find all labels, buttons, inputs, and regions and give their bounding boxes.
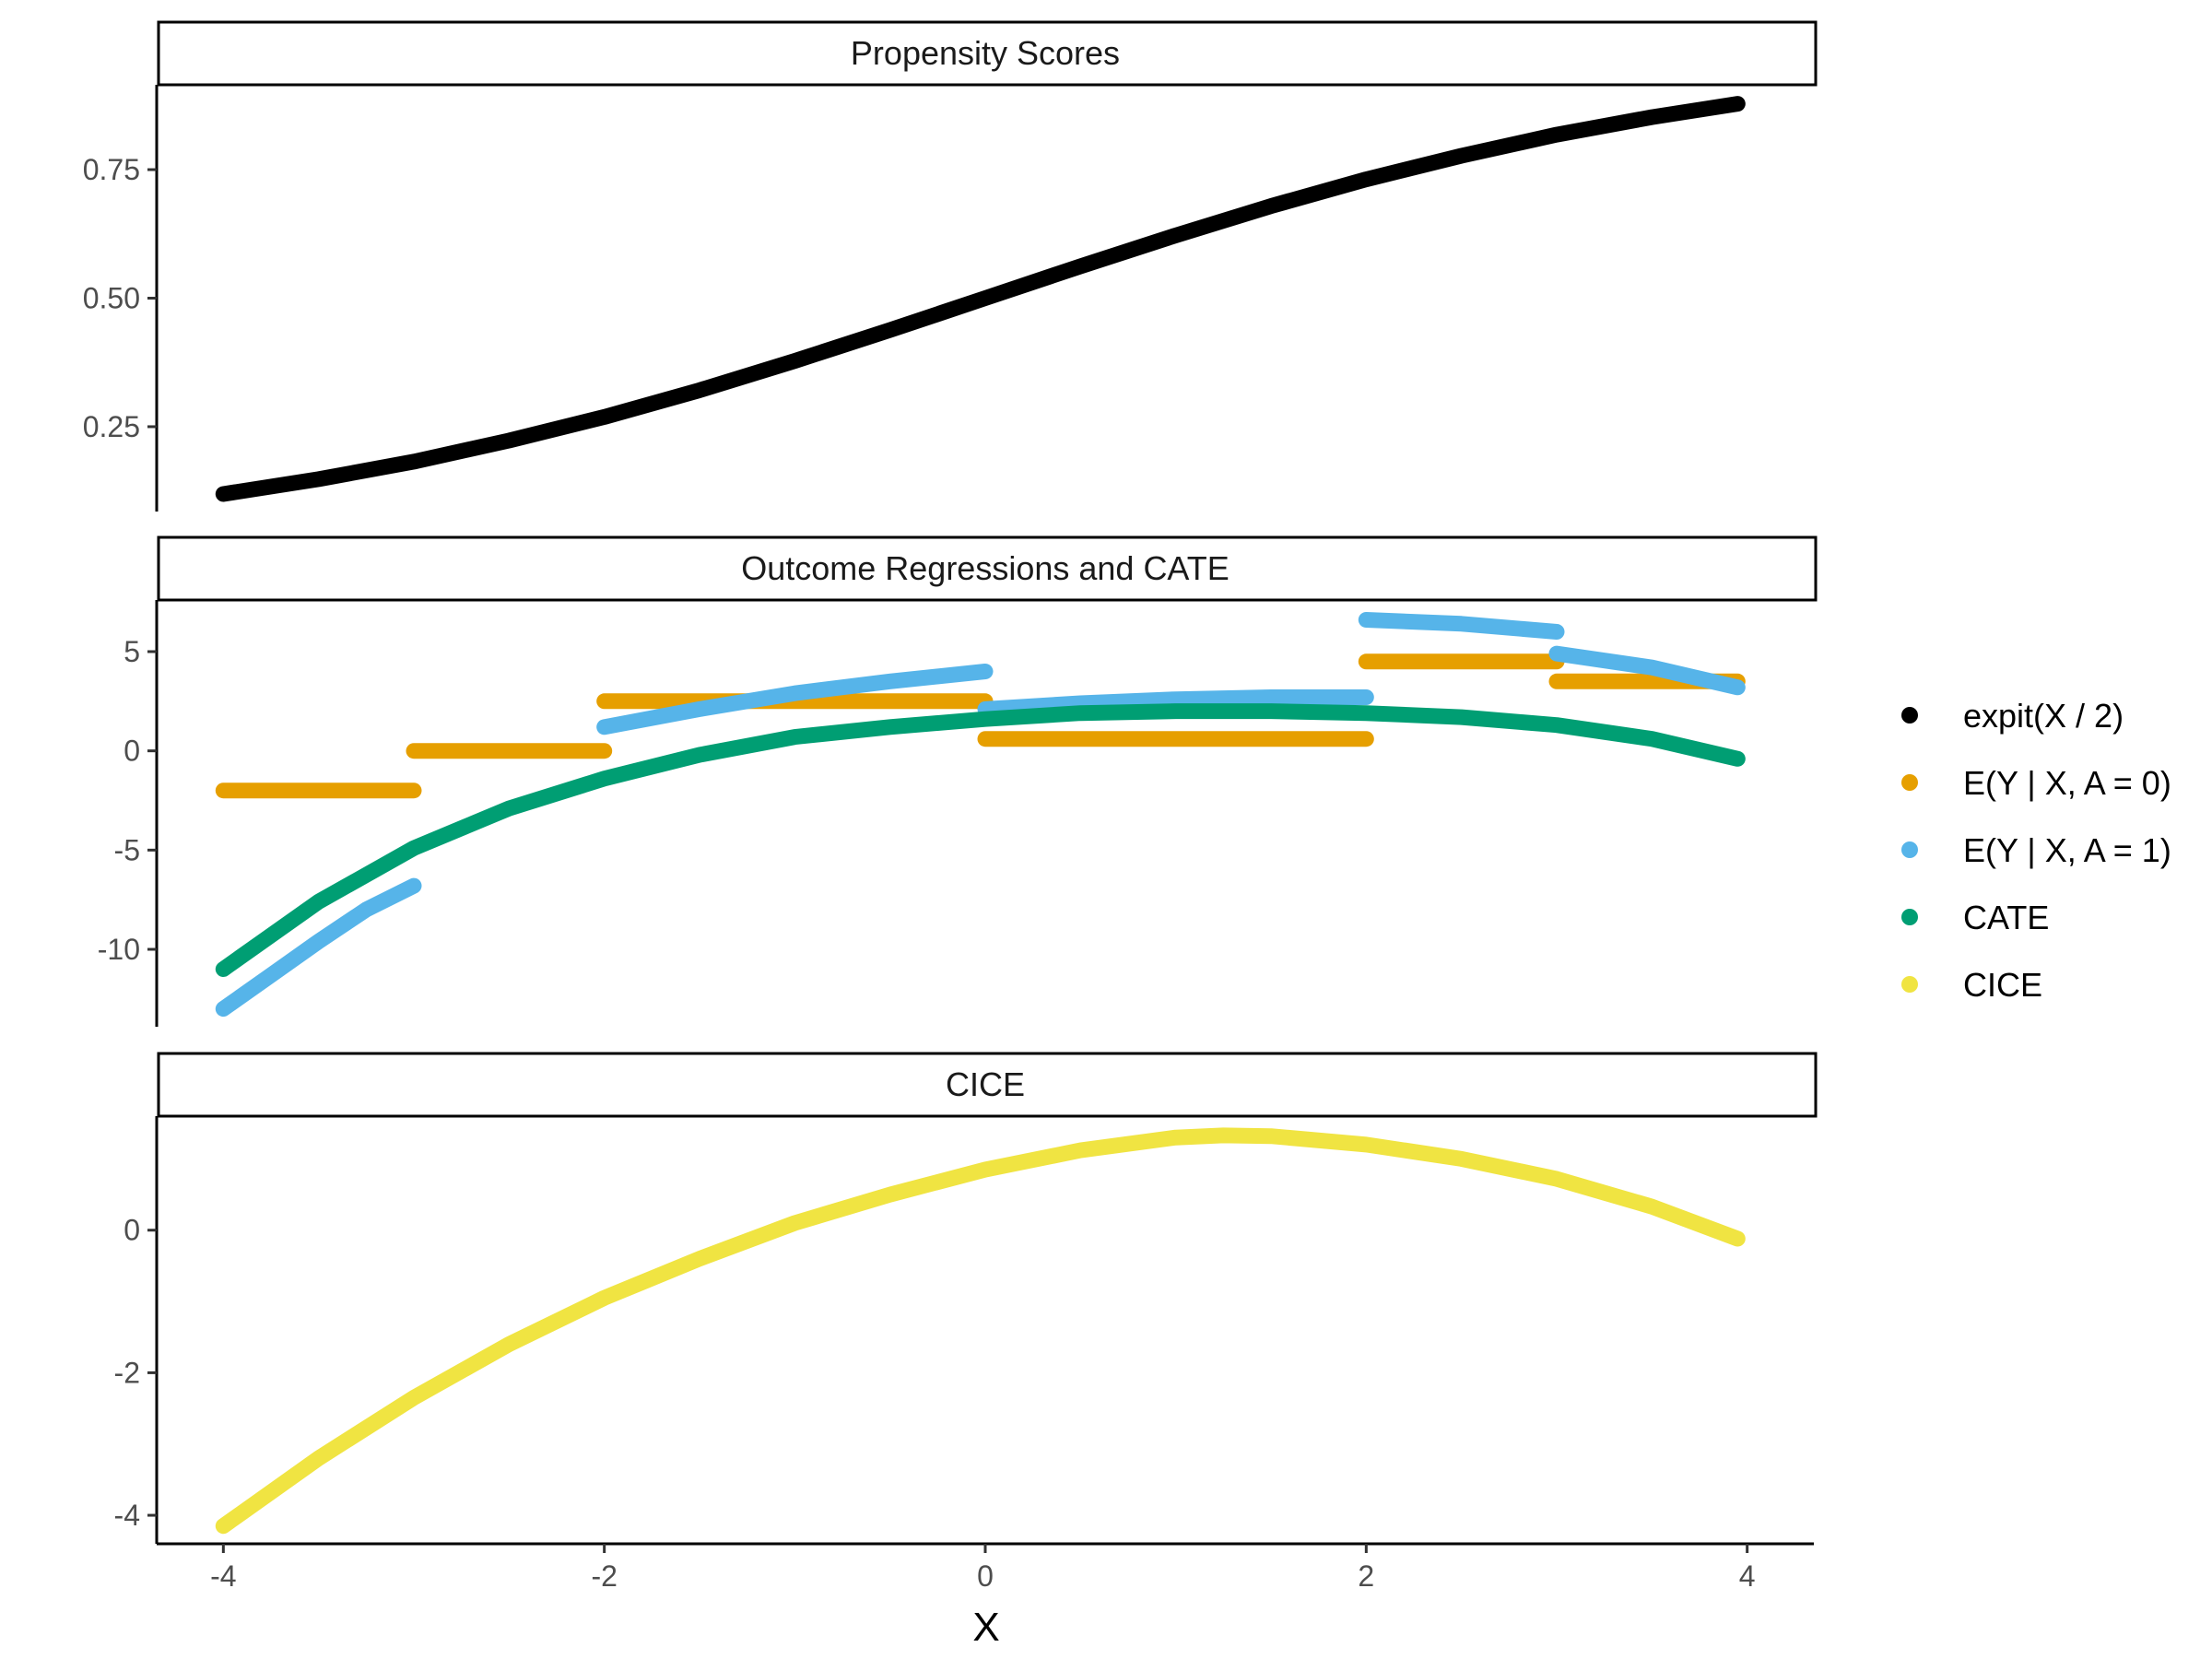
legend-item-cate: CATE [1901, 899, 2049, 936]
series-segment [1358, 612, 1565, 640]
series-segment [1548, 645, 1746, 696]
series-expit [215, 96, 1746, 502]
legend-key [1901, 909, 1918, 925]
legend-key [1901, 841, 1918, 858]
y-tick-label: 0.50 [83, 282, 140, 315]
legend-item-mu0: E(Y | X, A = 0) [1901, 764, 2171, 802]
series-mu0 [215, 653, 1746, 799]
legend-label: expit(X / 2) [1963, 697, 2124, 735]
series-segment [215, 1127, 1746, 1535]
panel-strip [157, 535, 1818, 602]
x-tick-label: 4 [1739, 1559, 1756, 1593]
series-mu1 [215, 612, 1746, 1018]
panel-title: CICE [946, 1065, 1025, 1103]
x-tick-label: 0 [977, 1559, 994, 1593]
y-tick-label: -4 [114, 1499, 140, 1532]
panel-title: Outcome Regressions and CATE [741, 549, 1230, 587]
x-tick-label: -4 [210, 1559, 236, 1593]
panel-strip [157, 20, 1818, 87]
y-tick-label: 0 [124, 735, 140, 768]
legend-key [1901, 976, 1918, 993]
panel-2: CICE -4 -2 0 [114, 1052, 1818, 1544]
series-cate [215, 703, 1746, 977]
panel-1: Outcome Regressions and CATE -10 -5 0 5 [98, 535, 1818, 1027]
panel-0: Propensity Scores 0.25 0.50 0.75 [83, 20, 1818, 512]
y-tick-label: -10 [98, 933, 140, 966]
series-segment [215, 96, 1746, 502]
legend-item-expit: expit(X / 2) [1901, 697, 2124, 735]
series-segment [215, 877, 422, 1018]
legend-item-cice: CICE [1901, 966, 2042, 1004]
series-segment [596, 664, 994, 735]
legend: expit(X / 2) E(Y | X, A = 0) E(Y | X, A = … [1901, 697, 2171, 1004]
y-tick-label: 0 [124, 1214, 140, 1247]
panel-strip [157, 1052, 1818, 1118]
legend-item-mu1: E(Y | X, A = 1) [1901, 831, 2171, 869]
panel-title: Propensity Scores [851, 34, 1120, 72]
legend-label: CICE [1963, 966, 2042, 1004]
y-tick-label: -2 [114, 1356, 140, 1389]
y-tick-label: -5 [114, 833, 140, 866]
x-tick-label: -2 [591, 1559, 617, 1593]
y-tick-label: 5 [124, 635, 140, 668]
series-segment [215, 703, 1746, 977]
series-cice [215, 1127, 1746, 1535]
series-segment [977, 689, 1374, 717]
x-axis-title: X [972, 1605, 999, 1650]
legend-label: E(Y | X, A = 1) [1963, 831, 2171, 869]
legend-label: E(Y | X, A = 0) [1963, 764, 2171, 802]
x-axis: -4 -2 0 2 4 [157, 1542, 1814, 1593]
legend-key [1901, 707, 1918, 724]
y-tick-label: 0.75 [83, 153, 140, 186]
legend-label: CATE [1963, 899, 2049, 936]
x-tick-label: 2 [1358, 1559, 1374, 1593]
legend-key [1901, 774, 1918, 791]
y-tick-label: 0.25 [83, 410, 140, 443]
panels-layer: Propensity Scores 0.25 0.50 0.75 Outcome Reg… [83, 20, 1818, 1544]
